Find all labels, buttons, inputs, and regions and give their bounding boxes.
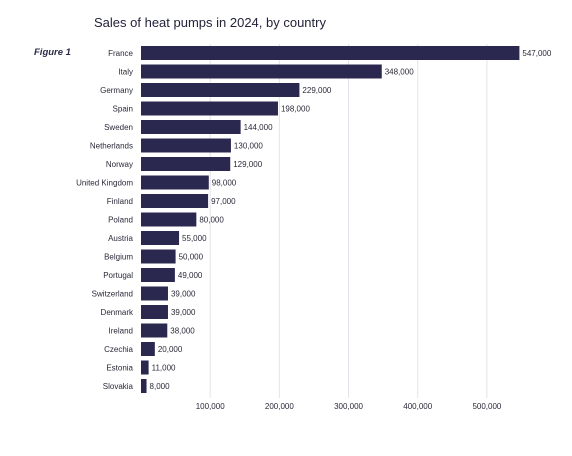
- data-label: 49,000: [178, 271, 203, 280]
- bar: [141, 64, 382, 79]
- bar: [141, 120, 241, 134]
- x-tick-label: 500,000: [472, 402, 501, 411]
- category-label: United Kingdom: [76, 179, 133, 188]
- bar: [141, 194, 209, 208]
- category-label: Belgium: [104, 253, 133, 262]
- value-labels: 547,000 348,000 229,000 198,000 144,000 130,0…: [150, 49, 552, 391]
- data-label: 144,000: [244, 123, 273, 132]
- data-label: 98,000: [212, 179, 237, 188]
- data-label: 38,000: [170, 327, 195, 336]
- bar: [141, 268, 175, 282]
- data-label: 39,000: [171, 290, 196, 299]
- bar: [141, 83, 300, 97]
- x-tick-label: 400,000: [403, 402, 432, 411]
- category-label: Italy: [118, 68, 133, 77]
- data-label: 130,000: [234, 142, 263, 151]
- x-tick-label: 100,000: [196, 402, 225, 411]
- category-labels: France Italy Germany Spain Sweden Netherlands…: [76, 49, 134, 391]
- data-label: 547,000: [522, 49, 551, 58]
- data-label: 55,000: [182, 234, 207, 243]
- bar: [141, 342, 155, 356]
- category-label: Sweden: [104, 123, 133, 132]
- category-label: Portugal: [103, 271, 133, 280]
- data-label: 97,000: [211, 197, 236, 206]
- data-label: 80,000: [199, 216, 224, 225]
- category-label: Poland: [108, 216, 133, 225]
- category-label: Austria: [108, 234, 133, 243]
- bar: [141, 46, 520, 60]
- bar: [141, 212, 197, 227]
- data-label: 20,000: [158, 345, 183, 354]
- x-axis-tick-labels: 100,000 200,000 300,000 400,000 500,000: [196, 402, 502, 411]
- bar: [141, 249, 176, 264]
- x-tick-label: 300,000: [334, 402, 363, 411]
- bar: [141, 379, 147, 393]
- data-label: 348,000: [385, 68, 414, 77]
- category-label: Denmark: [101, 308, 134, 317]
- data-label: 229,000: [302, 86, 331, 95]
- chart-title: Sales of heat pumps in 2024, by country: [94, 15, 326, 30]
- bar: [141, 138, 231, 153]
- bar: [141, 101, 278, 116]
- category-label: Spain: [113, 105, 133, 114]
- category-label: Slovakia: [103, 382, 134, 391]
- x-tick-label: 200,000: [265, 402, 294, 411]
- data-label: 8,000: [150, 382, 171, 391]
- bar: [141, 323, 168, 338]
- bar: [141, 231, 180, 245]
- category-label: Netherlands: [90, 142, 133, 151]
- category-label: Ireland: [109, 327, 133, 336]
- data-label: 39,000: [171, 308, 196, 317]
- data-label: 11,000: [152, 364, 176, 373]
- figure-label: Figure 1: [34, 47, 71, 58]
- bar: [141, 175, 209, 190]
- bar: [141, 360, 149, 375]
- category-label: France: [108, 49, 133, 58]
- bar: [141, 157, 231, 171]
- category-label: Finland: [107, 197, 133, 206]
- bars: [141, 46, 520, 393]
- category-label: Switzerland: [92, 290, 133, 299]
- category-label: Germany: [100, 86, 133, 95]
- data-label: 50,000: [179, 253, 204, 262]
- data-label: 198,000: [281, 105, 310, 114]
- data-label: 129,000: [233, 160, 262, 169]
- grid-lines: [209, 44, 488, 398]
- bar: [141, 286, 168, 301]
- bar: [141, 305, 168, 319]
- category-label: Czechia: [104, 345, 133, 354]
- category-label: Estonia: [106, 364, 133, 373]
- category-label: Norway: [106, 160, 133, 169]
